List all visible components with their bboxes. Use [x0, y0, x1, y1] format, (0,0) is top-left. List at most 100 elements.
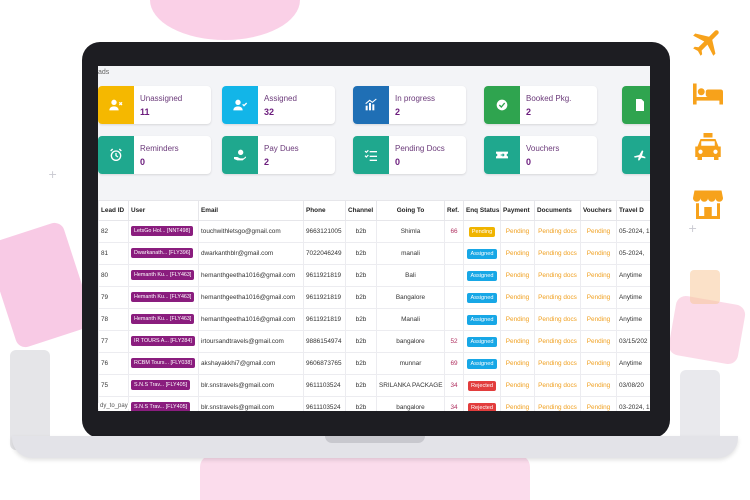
phone-cell: 9611103524 [303, 374, 346, 397]
card-partial[interactable] [622, 86, 650, 124]
card-value: 2 [264, 157, 270, 167]
decor-cross: + [688, 222, 698, 235]
table-row[interactable]: 76 RCBM Tours... [FLY038] akshayakkhi7@g… [98, 352, 650, 375]
payment-status[interactable]: Pending [500, 330, 535, 353]
email-cell: akshayakkhi7@gmail.com [198, 352, 304, 375]
card-assigned[interactable]: Assigned 32 [222, 86, 335, 124]
user-badge[interactable]: Hemanth Ku... [FLY463] [131, 313, 195, 324]
column-header[interactable]: Payment [500, 200, 535, 221]
card-booked-pkg[interactable]: Booked Pkg. 2 [484, 86, 597, 124]
table-row[interactable]: 78 Hemanth Ku... [FLY463] hemanthgeetha1… [98, 308, 650, 331]
card-partial[interactable] [622, 136, 650, 174]
documents-status[interactable]: Pending docs [534, 330, 581, 353]
channel-cell: b2b [345, 242, 377, 265]
payment-status[interactable]: Pending [500, 220, 535, 243]
status-badge[interactable]: Assigned [467, 248, 497, 259]
shop-icon [690, 186, 726, 222]
payment-status[interactable]: Pending [500, 264, 535, 287]
table-row[interactable]: 80 Hemanth Ku... [FLY463] hemanthgeetha1… [98, 264, 650, 287]
documents-status[interactable]: Pending docs [534, 352, 581, 375]
gift-box-illustration [690, 270, 720, 304]
payment-status[interactable]: Pending [500, 352, 535, 375]
card-label: Assigned [264, 94, 297, 103]
table-row[interactable]: 74 S.N.S Trav... [FLY405] blr.snstravels… [98, 396, 650, 411]
vouchers-status[interactable]: Pending [580, 286, 617, 309]
documents-status[interactable]: Pending docs [534, 286, 581, 309]
table-row[interactable]: 79 Hemanth Ku... [FLY463] hemanthgeetha1… [98, 286, 650, 309]
user-badge[interactable]: S.N.S Trav... [FLY405] [131, 401, 191, 411]
documents-status[interactable]: Pending docs [534, 308, 581, 331]
payment-status[interactable]: Pending [500, 396, 535, 411]
column-header[interactable]: Channel [345, 200, 377, 221]
documents-status[interactable]: Pending docs [534, 220, 581, 243]
user-badge[interactable]: LetsGo Hol... [NNT498] [131, 225, 194, 236]
card-icon-box [353, 136, 389, 174]
card-value: 0 [140, 157, 146, 167]
status-badge[interactable]: Rejected [467, 380, 497, 391]
documents-status[interactable]: Pending docs [534, 374, 581, 397]
column-header[interactable]: Travel D [616, 200, 650, 221]
column-header[interactable]: Going To [376, 200, 445, 221]
status-badge[interactable]: Assigned [467, 336, 497, 347]
payment-status[interactable]: Pending [500, 242, 535, 265]
user-badge[interactable]: IR TOURS A... [FLY284] [131, 335, 195, 346]
card-pay-dues[interactable]: Pay Dues 2 [222, 136, 335, 174]
column-header[interactable]: Phone [303, 200, 346, 221]
plane-check-icon [634, 150, 646, 161]
status-badge[interactable]: Assigned [467, 270, 497, 281]
vouchers-status[interactable]: Pending [580, 330, 617, 353]
payment-status[interactable]: Pending [500, 308, 535, 331]
status-badge[interactable]: Assigned [467, 314, 497, 325]
column-header[interactable]: User [128, 200, 199, 221]
email-cell: blr.snstravels@gmail.com [198, 374, 304, 397]
column-header[interactable]: Enq Status [463, 200, 501, 221]
card-vouchers[interactable]: Vouchers 0 [484, 136, 597, 174]
column-header[interactable]: Email [198, 200, 304, 221]
table-row[interactable]: 75 S.N.S Trav... [FLY405] blr.snstravels… [98, 374, 650, 397]
column-header[interactable]: Vouchers [580, 200, 617, 221]
lead-id: 77 [98, 330, 129, 353]
user-badge[interactable]: RCBM Tours... [FLY038] [131, 357, 195, 368]
card-unassigned[interactable]: Unassigned 11 [98, 86, 211, 124]
vouchers-status[interactable]: Pending [580, 396, 617, 411]
vouchers-status[interactable]: Pending [580, 308, 617, 331]
going-to-cell: SRILANKA PACKAGE [376, 374, 445, 397]
vouchers-status[interactable]: Pending [580, 242, 617, 265]
documents-status[interactable]: Pending docs [534, 242, 581, 265]
column-header[interactable]: Lead ID [98, 200, 129, 221]
phone-cell: 9611921819 [303, 308, 346, 331]
status-badge[interactable]: Assigned [467, 292, 497, 303]
status-badge[interactable]: Rejected [467, 402, 497, 411]
column-header[interactable]: Documents [534, 200, 581, 221]
card-in-progress[interactable]: In progress 2 [353, 86, 466, 124]
channel-cell: b2b [345, 264, 377, 287]
payment-status[interactable]: Pending [500, 374, 535, 397]
status-badge[interactable]: Assigned [467, 358, 497, 369]
card-label: Booked Pkg. [526, 94, 572, 103]
documents-status[interactable]: Pending docs [534, 396, 581, 411]
user-badge[interactable]: S.N.S Trav... [FLY405] [131, 379, 191, 390]
card-label: Reminders [140, 144, 179, 153]
card-value: 0 [526, 157, 532, 167]
status-badge[interactable]: Pending [468, 226, 496, 237]
card-value: 11 [140, 107, 150, 117]
table-row[interactable]: 77 IR TOURS A... [FLY284] irtoursandtrav… [98, 330, 650, 353]
status-tooltip: dy_to_pay [98, 403, 130, 409]
column-header[interactable]: Ref. [444, 200, 464, 221]
card-reminders[interactable]: Reminders 0 [98, 136, 211, 174]
user-badge[interactable]: Hemanth Ku... [FLY463] [131, 269, 195, 280]
vouchers-status[interactable]: Pending [580, 374, 617, 397]
lead-id: 82 [98, 220, 129, 243]
card-value: 0 [395, 157, 401, 167]
vouchers-status[interactable]: Pending [580, 264, 617, 287]
check-circle-icon [496, 99, 508, 111]
card-pending-docs[interactable]: Pending Docs 0 [353, 136, 466, 174]
table-row[interactable]: 81 Dwarkanath... [FLY396] dwarkanthblr@g… [98, 242, 650, 265]
user-badge[interactable]: Hemanth Ku... [FLY463] [131, 291, 195, 302]
table-row[interactable]: 82 LetsGo Hol... [NNT498] touchwithletsg… [98, 220, 650, 243]
documents-status[interactable]: Pending docs [534, 264, 581, 287]
vouchers-status[interactable]: Pending [580, 220, 617, 243]
payment-status[interactable]: Pending [500, 286, 535, 309]
vouchers-status[interactable]: Pending [580, 352, 617, 375]
user-badge[interactable]: Dwarkanath... [FLY396] [131, 247, 194, 258]
